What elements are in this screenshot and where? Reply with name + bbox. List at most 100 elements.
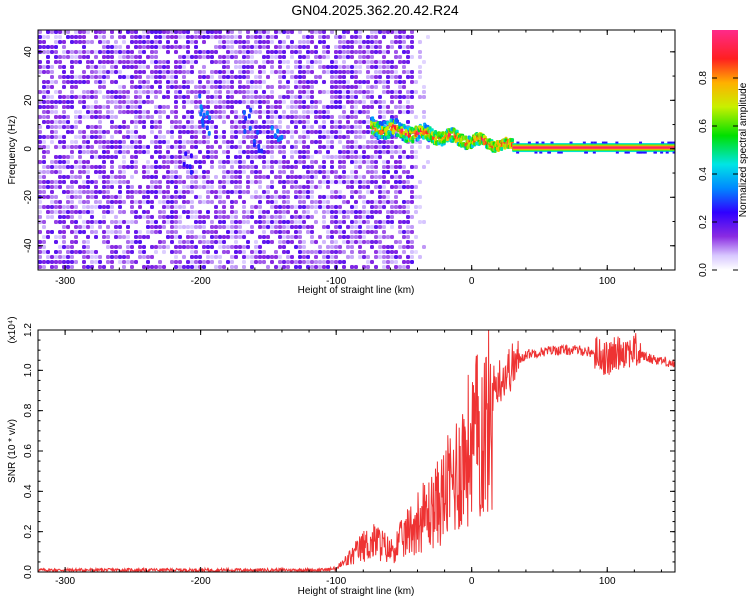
heatmap-cell bbox=[126, 135, 130, 139]
heatmap-cell bbox=[346, 85, 350, 89]
heatmap-cell bbox=[66, 75, 70, 79]
heatmap-cell bbox=[170, 145, 174, 149]
heatmap-cell bbox=[206, 140, 210, 144]
heatmap-cell bbox=[134, 170, 138, 174]
heatmap-cell bbox=[338, 225, 342, 229]
heatmap-cell bbox=[358, 220, 362, 224]
heatmap-cell bbox=[58, 185, 62, 189]
heatmap-cell bbox=[102, 130, 106, 134]
heatmap-cell bbox=[278, 205, 282, 209]
heatmap-cell bbox=[186, 185, 190, 189]
heatmap-cell bbox=[50, 260, 54, 264]
heatmap-cell bbox=[202, 40, 206, 44]
heatmap-cell bbox=[410, 105, 414, 109]
heatmap-cell bbox=[174, 235, 178, 239]
heatmap-cell bbox=[374, 220, 378, 224]
heatmap-cell bbox=[146, 265, 150, 269]
heatmap-cell bbox=[170, 80, 174, 84]
heatmap-cell bbox=[134, 75, 138, 79]
heatmap-cell bbox=[266, 160, 270, 164]
heatmap-cell bbox=[134, 135, 138, 139]
heatmap-cell bbox=[246, 240, 250, 244]
heatmap-cell bbox=[302, 185, 306, 189]
heatmap-cell bbox=[114, 60, 118, 64]
heatmap-cell bbox=[74, 225, 78, 229]
heatmap-cell bbox=[238, 250, 242, 254]
heatmap-cell bbox=[358, 40, 362, 44]
heatmap-cell bbox=[66, 50, 70, 54]
heatmap-cell bbox=[310, 180, 314, 184]
heatmap-cell bbox=[166, 30, 170, 34]
heatmap-cell bbox=[130, 60, 134, 64]
heatmap-cell bbox=[294, 110, 298, 114]
heatmap-cell bbox=[118, 190, 122, 194]
heatmap-cell bbox=[82, 255, 86, 259]
x-tick-label: -200 bbox=[191, 276, 211, 287]
heatmap-cell bbox=[82, 90, 86, 94]
heatmap-cell bbox=[238, 165, 242, 169]
heatmap-cell bbox=[142, 265, 146, 269]
heatmap-cell bbox=[214, 210, 218, 214]
heatmap-cell bbox=[58, 165, 62, 169]
heatmap-cell bbox=[102, 75, 106, 79]
heatmap-cell bbox=[314, 160, 318, 164]
heatmap-cell bbox=[82, 30, 86, 34]
heatmap-cell bbox=[90, 220, 94, 224]
heatmap-cell bbox=[302, 80, 306, 84]
heatmap-cell bbox=[150, 205, 154, 209]
heatmap-cell bbox=[202, 50, 206, 54]
heatmap-cell bbox=[338, 85, 342, 89]
heatmap-cell bbox=[198, 265, 202, 269]
heatmap-cell bbox=[182, 200, 186, 204]
heatmap-cell bbox=[78, 250, 82, 254]
heatmap-cell bbox=[338, 70, 342, 74]
heatmap-cell bbox=[210, 60, 214, 64]
heatmap-cell bbox=[210, 70, 214, 74]
heatmap-cell bbox=[222, 200, 226, 204]
heatmap-cell bbox=[198, 55, 202, 59]
heatmap-cell bbox=[246, 255, 250, 259]
heatmap-cell bbox=[302, 45, 306, 49]
heatmap-cell bbox=[246, 130, 250, 134]
heatmap-cell bbox=[362, 250, 366, 254]
heatmap-cell bbox=[230, 130, 234, 134]
heatmap-cell bbox=[154, 180, 158, 184]
heatmap-cell bbox=[414, 155, 418, 159]
heatmap-cell bbox=[74, 165, 78, 169]
heatmap-cell bbox=[150, 75, 154, 79]
heatmap-cell bbox=[262, 70, 266, 74]
heatmap-cell bbox=[166, 85, 170, 89]
heatmap-cell bbox=[218, 30, 222, 34]
heatmap-cell bbox=[394, 75, 398, 79]
heatmap-cell bbox=[202, 180, 206, 184]
heatmap-cell bbox=[202, 30, 206, 34]
heatmap-cell bbox=[50, 265, 54, 269]
heatmap-cell bbox=[110, 50, 114, 54]
heatmap-cell bbox=[98, 75, 102, 79]
heatmap-cell bbox=[66, 195, 70, 199]
heatmap-cell bbox=[70, 250, 74, 254]
heatmap-cell bbox=[338, 75, 342, 79]
heatmap-cell bbox=[90, 180, 94, 184]
heatmap-cell bbox=[326, 155, 330, 159]
heatmap-cell bbox=[166, 45, 170, 49]
heatmap-cell bbox=[374, 240, 378, 244]
heatmap-cell bbox=[182, 140, 186, 144]
heatmap-cell bbox=[302, 65, 306, 69]
heatmap-cell bbox=[230, 265, 234, 269]
heatmap-cell bbox=[398, 105, 402, 109]
heatmap-cell bbox=[62, 95, 66, 99]
heatmap-cell bbox=[346, 135, 350, 139]
heatmap-cell bbox=[170, 215, 174, 219]
heatmap-cell bbox=[78, 185, 82, 189]
heatmap-cell bbox=[390, 235, 394, 239]
heatmap-cell bbox=[98, 260, 102, 264]
heatmap-cell bbox=[78, 135, 82, 139]
heatmap-cell bbox=[66, 200, 70, 204]
heatmap-cell bbox=[158, 105, 162, 109]
heatmap-cell bbox=[318, 195, 322, 199]
heatmap-cell bbox=[222, 245, 226, 249]
heatmap-cell bbox=[166, 245, 170, 249]
heatmap-cell bbox=[214, 230, 218, 234]
heatmap-cell bbox=[382, 255, 386, 259]
